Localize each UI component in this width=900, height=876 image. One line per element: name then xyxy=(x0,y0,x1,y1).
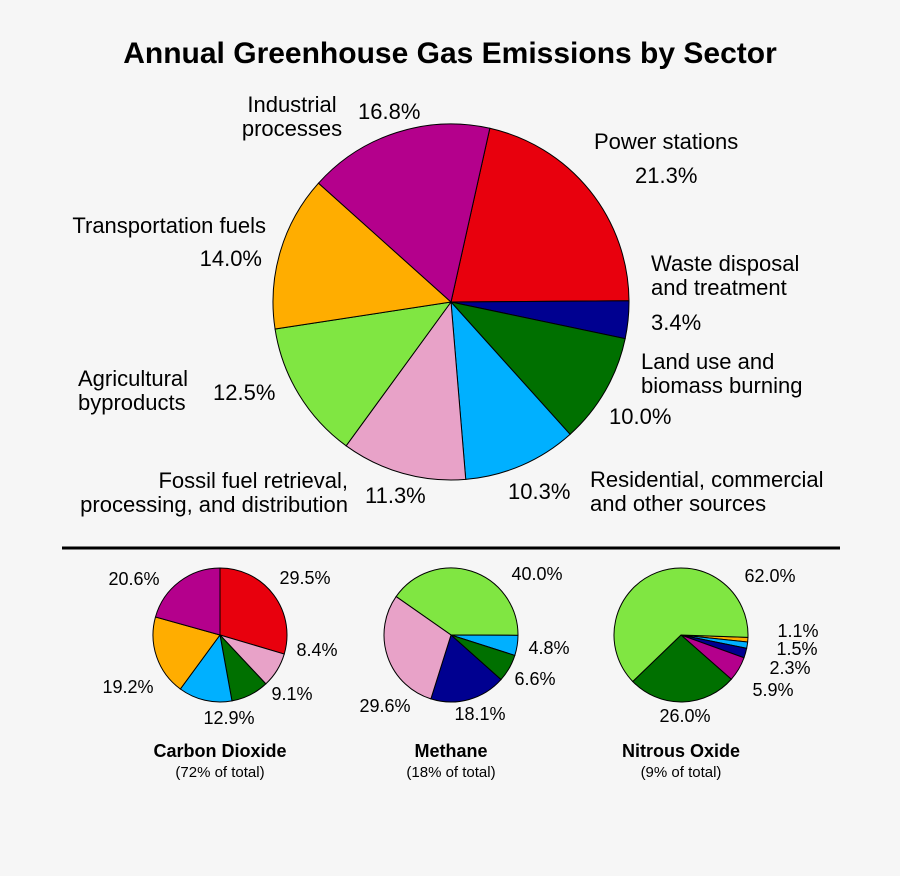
value-label: 12.9% xyxy=(203,708,254,728)
slice-label: Fossil fuel retrieval, processing, and di… xyxy=(80,468,348,517)
value-label: 10.3% xyxy=(508,479,570,504)
value-label: 11.3% xyxy=(365,483,426,508)
value-label: 20.6% xyxy=(108,569,159,589)
pie-slice xyxy=(219,567,288,655)
pie-slice xyxy=(395,567,519,636)
value-label: 10.0% xyxy=(609,404,671,429)
pie-slice xyxy=(272,182,453,330)
pie-subtitle: (9% of total) xyxy=(641,764,722,781)
value-label: 12.5% xyxy=(213,380,275,405)
value-label: 29.6% xyxy=(359,696,410,716)
pie-slice xyxy=(274,301,453,447)
value-label: 2.3% xyxy=(769,658,810,678)
value-label: 1.5% xyxy=(776,639,817,659)
slice-label: Residential, commercial and other sources xyxy=(590,467,824,516)
value-label: 26.0% xyxy=(659,706,710,726)
pie-slice xyxy=(383,595,452,700)
value-label: 5.9% xyxy=(752,680,793,700)
pie-slice xyxy=(613,567,749,683)
pie-title: Methane xyxy=(414,741,487,761)
value-label: 18.1% xyxy=(454,704,505,724)
value-label: 19.2% xyxy=(102,677,153,697)
value-label: 1.1% xyxy=(777,621,818,641)
pie-slice xyxy=(449,301,626,436)
value-label: 6.6% xyxy=(514,669,555,689)
value-label: 4.8% xyxy=(528,638,569,658)
value-label: 62.0% xyxy=(744,566,795,586)
value-label: 8.4% xyxy=(296,640,337,660)
pie-slice xyxy=(450,300,571,480)
slice-label: Transportation fuels xyxy=(72,213,266,238)
value-label: 3.4% xyxy=(651,310,701,335)
pie-subtitle: (72% of total) xyxy=(175,764,264,781)
slice-label: Land use and biomass burning xyxy=(641,349,802,398)
slice-label: Industrial processes xyxy=(242,92,342,141)
pie-slice xyxy=(154,567,221,636)
pie-subtitle: (18% of total) xyxy=(406,764,495,781)
pie-slice xyxy=(632,634,732,703)
pie-slice xyxy=(430,634,502,703)
pie-slice xyxy=(345,300,467,481)
slice-label: Waste disposal and treatment xyxy=(651,251,799,300)
pie-slice xyxy=(152,616,221,690)
value-label: 21.3% xyxy=(635,163,697,188)
value-label: 29.5% xyxy=(279,568,330,588)
pie-slice xyxy=(317,123,491,303)
pie-slice xyxy=(450,127,630,303)
value-label: 14.0% xyxy=(200,246,262,271)
pie-title: Carbon Dioxide xyxy=(153,741,286,761)
chart-title: Annual Greenhouse Gas Emissions by Secto… xyxy=(123,37,777,70)
value-label: 40.0% xyxy=(511,564,562,584)
slice-label: Power stations xyxy=(594,129,738,154)
value-label: 16.8% xyxy=(358,99,420,124)
slice-label: Agricultural byproducts xyxy=(78,366,188,415)
value-label: 9.1% xyxy=(271,684,312,704)
pie-title: Nitrous Oxide xyxy=(622,741,740,761)
